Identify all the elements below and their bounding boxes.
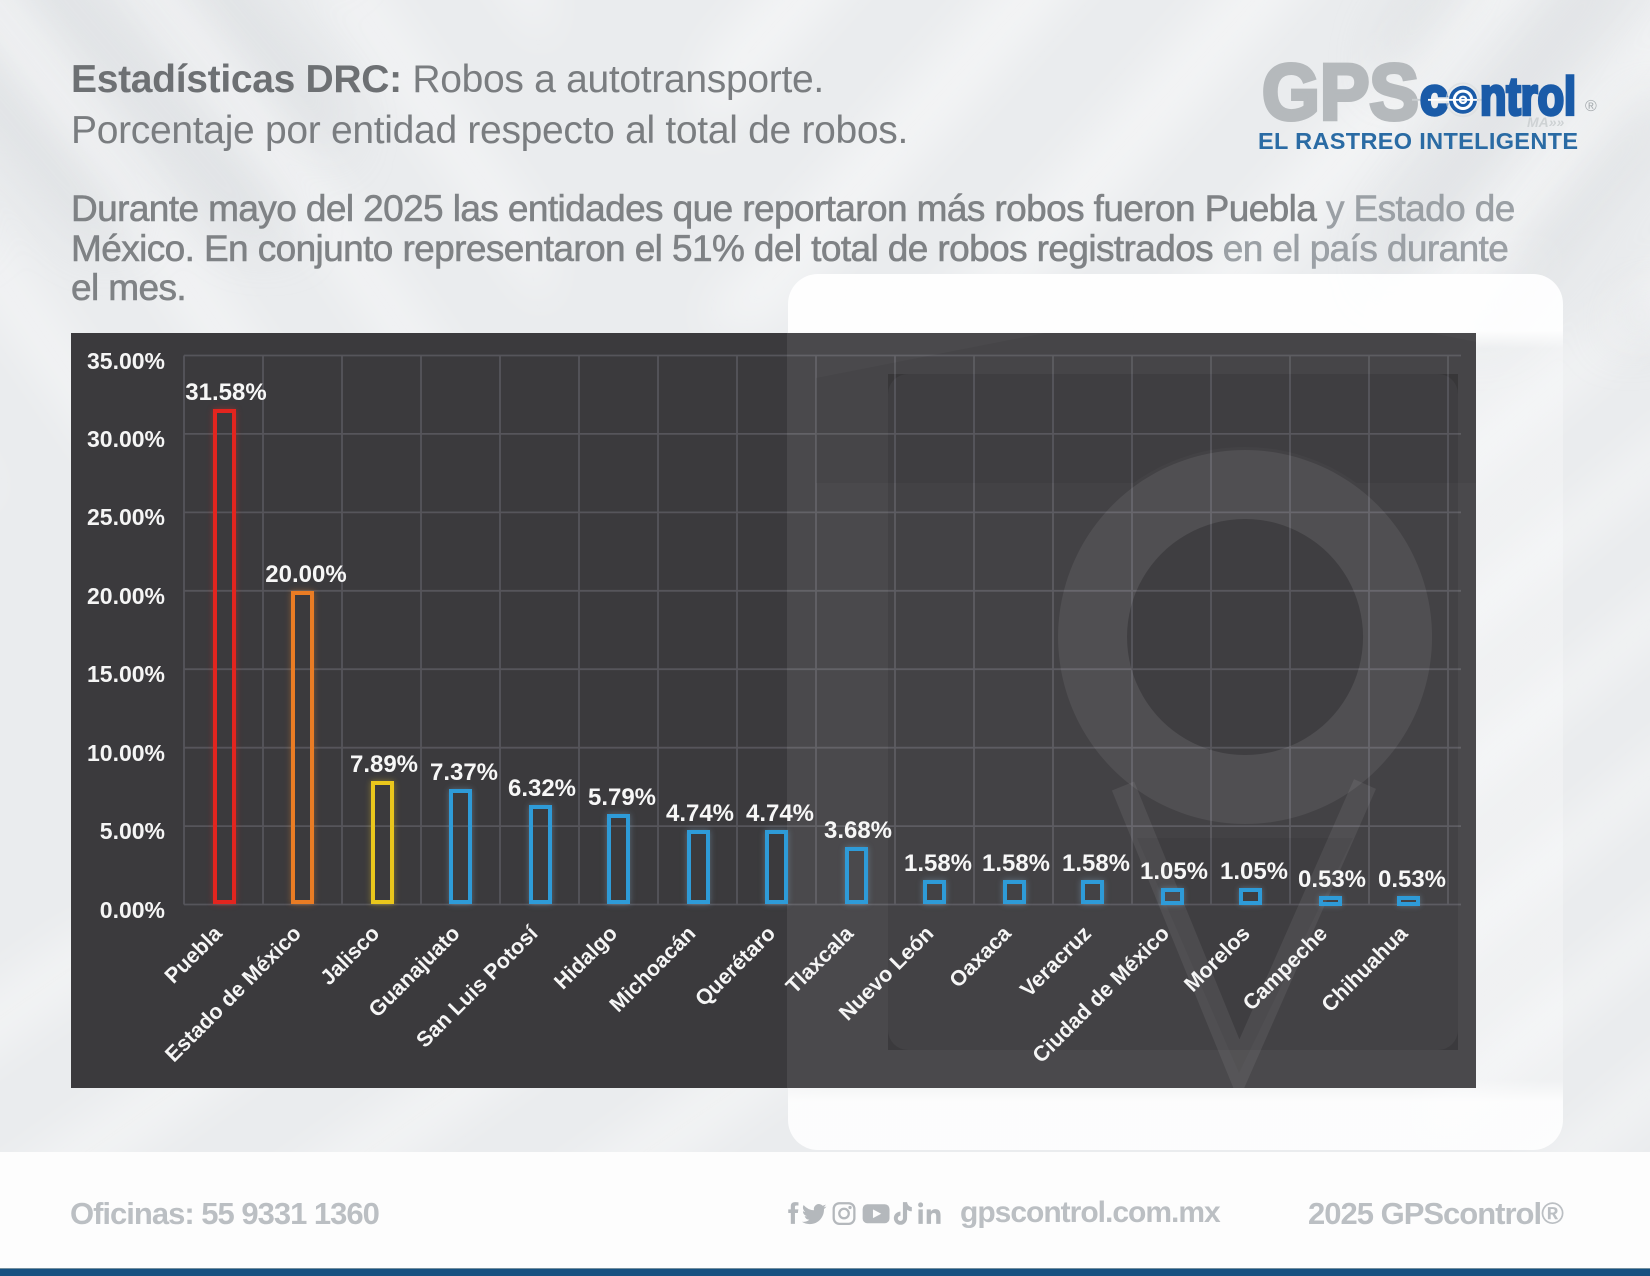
svg-text:EL RASTREO INTELIGENTE: EL RASTREO INTELIGENTE bbox=[1258, 128, 1578, 154]
svg-text:®: ® bbox=[1585, 98, 1597, 115]
svg-text:c: c bbox=[1420, 67, 1448, 126]
svg-text:ntrol: ntrol bbox=[1480, 67, 1576, 126]
svg-text:GPS: GPS bbox=[1262, 47, 1419, 136]
svg-text:MA»»: MA»» bbox=[1527, 114, 1565, 130]
